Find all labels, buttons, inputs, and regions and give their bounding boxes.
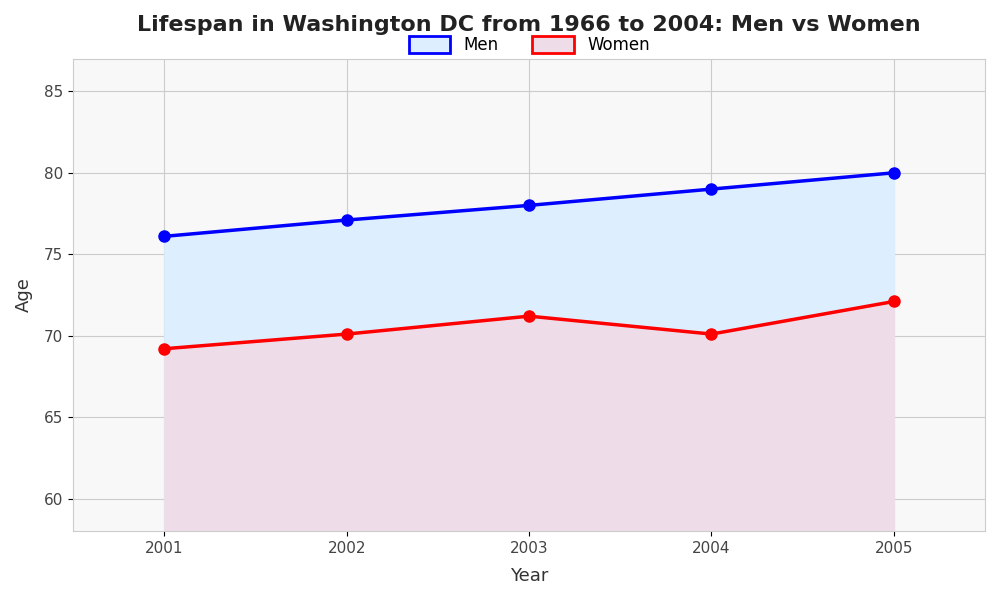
Y-axis label: Age: Age	[15, 278, 33, 313]
X-axis label: Year: Year	[510, 567, 548, 585]
Legend: Men, Women: Men, Women	[402, 29, 656, 61]
Title: Lifespan in Washington DC from 1966 to 2004: Men vs Women: Lifespan in Washington DC from 1966 to 2…	[137, 15, 921, 35]
